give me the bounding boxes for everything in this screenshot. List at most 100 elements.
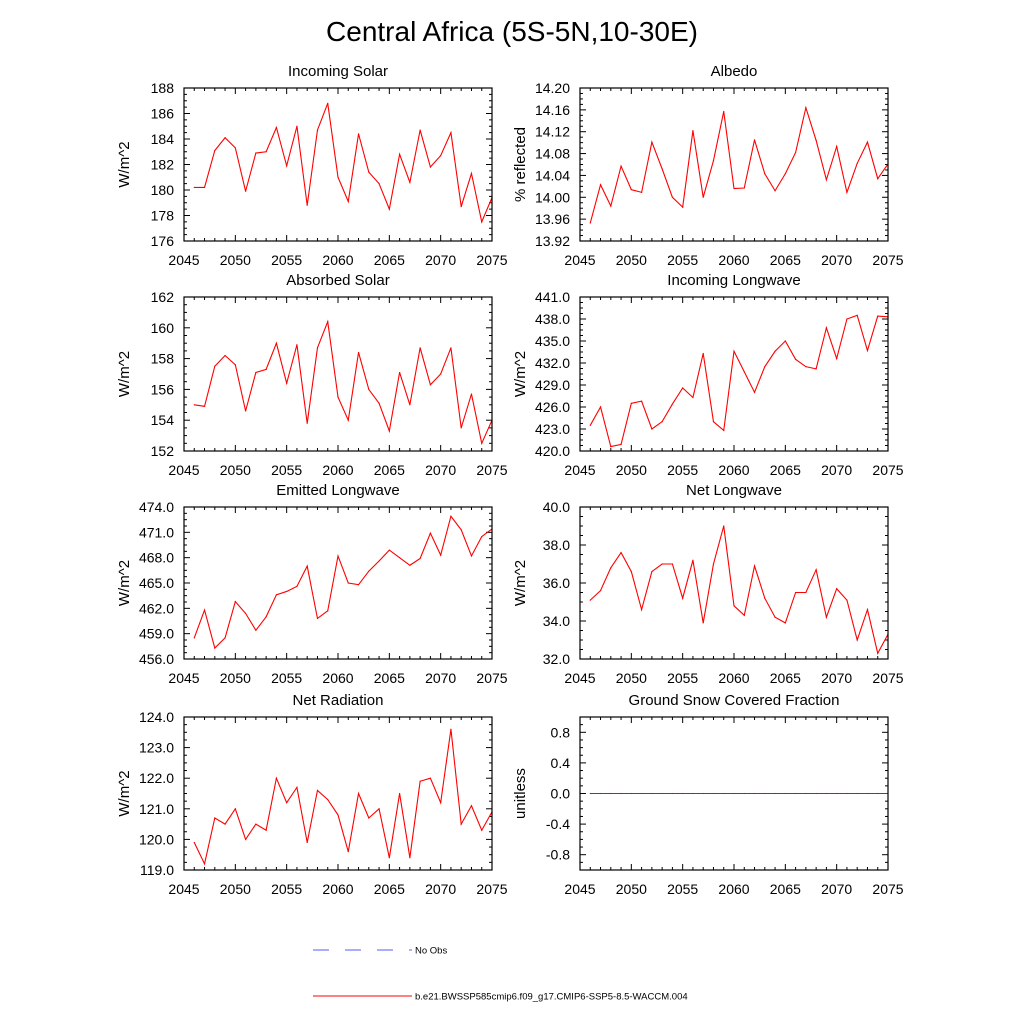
data-point-net-longwave — [712, 563, 715, 565]
data-point-albedo — [723, 110, 725, 113]
data-point-net-radiation — [450, 728, 452, 730]
y-axis-label-absorbed-solar: W/m^2 — [116, 351, 133, 397]
data-point-incoming-solar — [347, 200, 349, 203]
data-point-net-radiation — [357, 792, 360, 795]
y-tick-label-incoming-solar: 188 — [151, 80, 175, 96]
data-point-net-longwave — [702, 622, 704, 624]
data-point-emitted-longwave — [419, 557, 421, 560]
data-point-net-radiation — [440, 802, 442, 804]
data-point-incoming-longwave — [825, 327, 828, 329]
panel-title-albedo: Albedo — [711, 63, 758, 80]
plot-frame-net-radiation — [183, 716, 493, 871]
y-tick-label-incoming-longwave: 423.0 — [535, 421, 570, 437]
plot-frame-incoming-longwave — [579, 296, 889, 452]
data-point-net-radiation — [327, 799, 329, 801]
data-point-absorbed-solar — [357, 351, 360, 354]
data-point-absorbed-solar — [296, 344, 298, 346]
data-point-albedo — [589, 222, 591, 224]
y-tick-label-albedo: 13.96 — [535, 211, 570, 227]
y-tick-label-albedo: 14.04 — [535, 167, 570, 183]
y-tick-label-absorbed-solar: 160 — [151, 320, 175, 336]
x-tick-label-incoming-longwave: 2070 — [821, 462, 852, 478]
data-point-net-longwave — [610, 567, 612, 569]
data-point-net-longwave — [825, 616, 828, 618]
series-line-emitted-longwave — [193, 515, 493, 650]
y-tick-label-emitted-longwave: 474.0 — [139, 499, 174, 515]
x-tick-label-emitted-longwave: 2055 — [271, 670, 302, 686]
data-point-ground-snow-covered-fraction — [692, 792, 694, 795]
data-point-ground-snow-covered-fraction — [856, 792, 858, 795]
data-point-net-longwave — [764, 597, 766, 599]
data-point-albedo — [661, 168, 663, 170]
data-point-net-radiation — [255, 823, 257, 825]
y-tick-label-absorbed-solar: 152 — [151, 443, 175, 459]
x-tick-label-absorbed-solar: 2055 — [271, 462, 302, 478]
data-point-incoming-longwave — [661, 421, 663, 423]
x-tick-label-incoming-solar: 2060 — [322, 252, 353, 268]
data-point-incoming-solar — [460, 205, 462, 208]
plot-frame-ground-snow-covered-fraction — [579, 716, 889, 871]
data-point-albedo — [641, 191, 643, 193]
data-point-incoming-longwave — [795, 358, 797, 360]
data-point-incoming-longwave — [723, 429, 725, 432]
data-point-net-radiation — [481, 829, 483, 831]
x-tick-label-absorbed-solar: 2070 — [425, 462, 456, 478]
legend-label-model: b.e21.BWSSP585cmip6.f09_g17.CMIP6-SSP5-8… — [415, 992, 688, 1003]
data-point-net-longwave — [733, 605, 735, 607]
data-point-incoming-solar — [245, 190, 247, 192]
data-point-incoming-longwave — [589, 424, 591, 426]
data-point-ground-snow-covered-fraction — [682, 792, 684, 795]
data-point-incoming-longwave — [846, 318, 848, 320]
data-point-net-longwave — [866, 609, 869, 611]
data-point-net-longwave — [671, 563, 674, 565]
legend: No Obs b.e21.BWSSP585cmip6.f09_g17.CMIP6… — [313, 946, 688, 1003]
data-point-ground-snow-covered-fraction — [651, 792, 653, 795]
data-point-ground-snow-covered-fraction — [805, 792, 807, 795]
data-point-absorbed-solar — [327, 321, 329, 323]
data-point-emitted-longwave — [245, 612, 247, 615]
y-tick-label-incoming-longwave: 426.0 — [535, 399, 570, 415]
panel-title-net-radiation: Net Radiation — [293, 692, 384, 709]
data-point-ground-snow-covered-fraction — [743, 792, 745, 795]
data-point-emitted-longwave — [450, 515, 452, 517]
data-point-ground-snow-covered-fraction — [661, 792, 663, 795]
x-tick-label-absorbed-solar: 2050 — [220, 462, 251, 478]
x-tick-label-incoming-solar: 2055 — [271, 252, 302, 268]
data-point-net-radiation — [245, 838, 247, 841]
plot-frame-emitted-longwave — [183, 506, 493, 660]
data-point-albedo — [795, 151, 797, 154]
data-point-ground-snow-covered-fraction — [877, 792, 879, 795]
x-tick-label-net-radiation: 2050 — [220, 881, 251, 897]
data-point-incoming-solar — [255, 152, 257, 154]
x-tick-label-albedo: 2060 — [718, 252, 749, 268]
data-point-incoming-solar — [316, 129, 319, 131]
y-tick-label-incoming-solar: 176 — [151, 233, 175, 249]
data-point-absorbed-solar — [450, 347, 452, 349]
y-tick-label-net-radiation: 121.0 — [139, 801, 174, 817]
data-point-net-longwave — [877, 652, 879, 654]
data-point-incoming-solar — [399, 153, 401, 155]
y-tick-label-incoming-solar: 184 — [151, 131, 175, 147]
data-point-net-radiation — [378, 808, 380, 810]
panel-title-absorbed-solar: Absorbed Solar — [286, 272, 389, 289]
data-point-net-radiation — [429, 777, 431, 779]
x-tick-label-incoming-solar: 2075 — [476, 252, 507, 268]
y-tick-label-emitted-longwave: 468.0 — [139, 550, 174, 566]
x-tick-label-incoming-longwave: 2050 — [616, 462, 647, 478]
data-point-net-radiation — [193, 841, 195, 844]
data-point-net-longwave — [805, 591, 807, 594]
data-point-incoming-solar — [286, 165, 288, 167]
x-tick-label-net-longwave: 2050 — [616, 670, 647, 686]
data-point-incoming-longwave — [682, 387, 684, 389]
data-point-albedo — [733, 187, 735, 190]
data-point-net-radiation — [214, 817, 216, 819]
panel-title-incoming-solar: Incoming Solar — [288, 63, 388, 80]
data-point-net-radiation — [265, 829, 267, 831]
y-tick-label-albedo: 14.00 — [535, 189, 570, 205]
x-tick-label-emitted-longwave: 2070 — [425, 670, 456, 686]
data-point-emitted-longwave — [296, 585, 298, 587]
data-point-absorbed-solar — [306, 422, 308, 424]
data-point-albedo — [764, 173, 766, 175]
series-line-incoming-longwave — [589, 314, 889, 448]
data-point-incoming-solar — [234, 147, 236, 149]
